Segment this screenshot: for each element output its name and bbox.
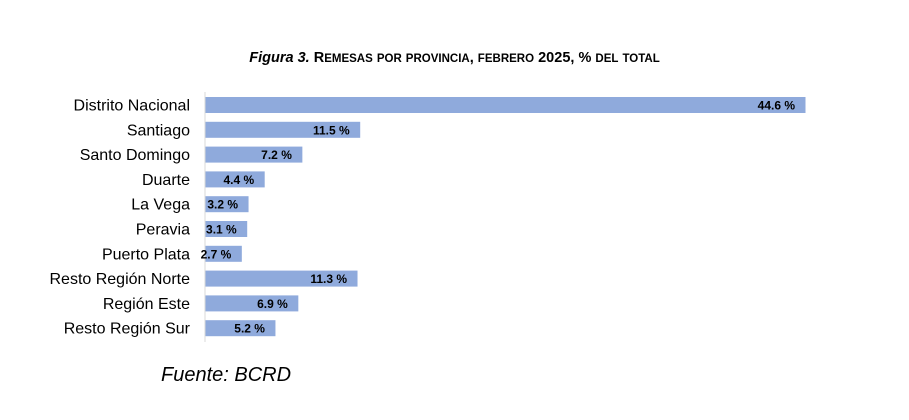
value-label: 4.4 %: [224, 173, 255, 187]
bar-peravia: [205, 221, 248, 237]
bar-región-este: [205, 295, 299, 312]
bar-puerto-plata: [205, 245, 242, 262]
bar-distrito-nacional: [205, 97, 806, 113]
figure-number: Figura 3.: [249, 50, 310, 66]
value-label: 3.1 %: [206, 223, 237, 237]
category-label: Resto Región Sur: [64, 321, 191, 338]
value-label: 44.6 %: [758, 99, 796, 113]
bar-resto-región-norte: [205, 270, 358, 287]
chart-title: Figura 3. REMESAS POR PROVINCIA, FEBRERO…: [0, 50, 909, 66]
value-label: 2.7 %: [201, 247, 232, 261]
chart-title-text: REMESAS POR PROVINCIA, FEBRERO 2025, % D…: [313, 50, 660, 66]
category-label: Región Este: [103, 296, 190, 313]
source-note: Fuente: BCRD: [161, 364, 292, 386]
category-label: Santo Domingo: [80, 147, 190, 164]
category-label: Peravia: [136, 222, 190, 239]
category-label: Duarte: [142, 172, 190, 189]
value-label: 3.2 %: [207, 198, 238, 212]
bar-santiago: [205, 121, 361, 138]
bar-santo-domingo: [205, 146, 303, 163]
bar-duarte: [205, 171, 265, 188]
bar-la-vega: [205, 196, 249, 213]
value-label: 6.9 %: [257, 297, 288, 311]
bars-group: Distrito Nacional 44.6 % Santiago 11.5 % San…: [49, 97, 806, 338]
category-label: Puerto Plata: [102, 246, 190, 263]
value-label: 7.2 %: [261, 148, 292, 162]
category-label: La Vega: [131, 197, 190, 214]
value-label: 11.3 %: [310, 272, 347, 286]
category-label: Santiago: [127, 122, 190, 139]
bar-resto-región-sur: [205, 320, 276, 337]
value-label: 5.2 %: [234, 322, 265, 336]
value-label: 11.5 %: [313, 123, 350, 137]
category-label: Resto Región Norte: [49, 271, 190, 288]
category-label: Distrito Nacional: [74, 98, 190, 115]
